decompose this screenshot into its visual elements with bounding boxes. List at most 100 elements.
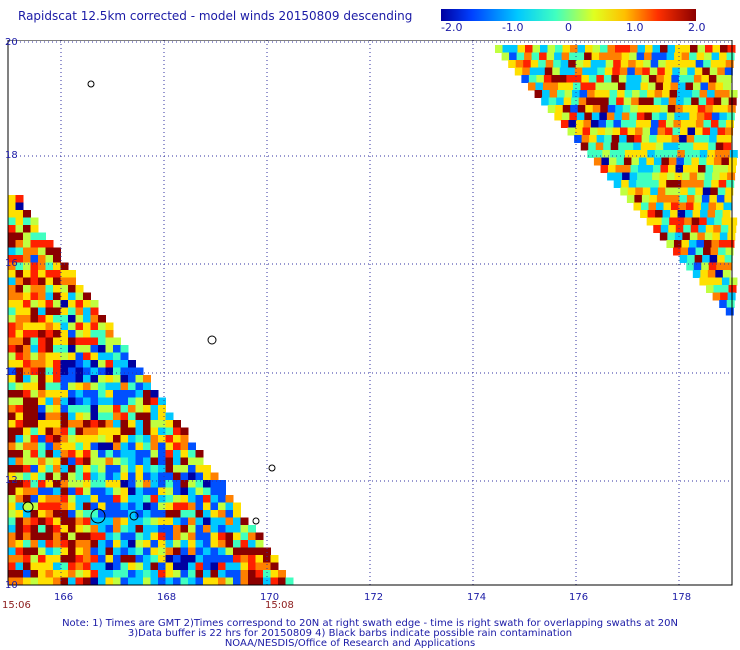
swath-cell — [665, 60, 674, 68]
swath-cell — [15, 420, 24, 428]
swath-cell — [647, 150, 656, 158]
swath-cell — [23, 525, 31, 533]
swath-cell — [573, 75, 582, 83]
swath-cell — [628, 60, 637, 68]
swath-cell — [60, 465, 69, 473]
island-outline — [129, 511, 139, 521]
swath-cell — [38, 465, 46, 473]
swath-cell — [660, 45, 668, 53]
swath-cell — [619, 135, 628, 143]
swath-cell — [23, 367, 31, 376]
swath-cell — [68, 547, 76, 556]
swath-cell — [591, 52, 600, 61]
swath-cell — [143, 540, 151, 548]
swath-cell — [233, 540, 241, 548]
swath-cell — [724, 135, 733, 143]
swath-cell — [638, 165, 647, 173]
swath-cell — [143, 532, 151, 541]
swath-cell — [713, 165, 722, 173]
swath-cell — [653, 97, 662, 106]
swath-cell — [650, 60, 659, 68]
swath-cell — [23, 375, 31, 383]
swath-cell — [225, 510, 234, 518]
swath-cell — [30, 307, 39, 316]
swath-cell — [105, 517, 114, 526]
swath-cell — [685, 82, 694, 91]
swath-cell — [659, 172, 668, 181]
swath-cell — [203, 472, 211, 481]
swath-cell — [699, 217, 708, 226]
swath-cell — [83, 442, 91, 451]
swath-cell — [649, 67, 658, 76]
swath-cell — [105, 480, 114, 488]
swath-cell — [657, 187, 666, 196]
swath-cell — [728, 97, 737, 106]
swath-cell — [105, 495, 114, 503]
swath-cell — [90, 405, 99, 413]
swath-cell — [593, 157, 602, 166]
swath-cell — [173, 525, 181, 533]
swath-cell — [45, 247, 54, 256]
swath-cell — [165, 540, 174, 548]
swath-cell — [658, 180, 667, 188]
swath-cell — [15, 195, 24, 203]
swath-cell — [30, 360, 39, 368]
swath-cell — [128, 367, 136, 376]
swath-cell — [592, 45, 601, 53]
swath-cell — [611, 75, 620, 83]
swath-cell — [38, 577, 46, 586]
swath-cell — [15, 517, 24, 526]
swath-cell — [720, 165, 729, 173]
swath-cell — [661, 157, 670, 166]
swath-cell — [567, 67, 576, 76]
swath-cell — [8, 292, 16, 301]
swath-cell — [8, 382, 16, 391]
swath-cell — [8, 555, 16, 563]
swath-cell — [45, 487, 54, 496]
swath-cell — [683, 97, 692, 106]
swath-cell — [699, 150, 708, 158]
swath-cell — [685, 202, 694, 211]
swath-cell — [627, 127, 636, 136]
swath-cell — [38, 532, 46, 541]
swath-cell — [680, 60, 689, 68]
swath-cell — [188, 510, 196, 518]
swath-cell — [173, 555, 181, 563]
swath-cell — [165, 510, 174, 518]
swath-cell — [640, 210, 649, 218]
swath-cell — [165, 495, 174, 503]
swath-cell — [615, 45, 623, 53]
swath-cell — [508, 60, 517, 68]
swath-cell — [210, 502, 219, 511]
swath-cell — [718, 240, 727, 248]
swath-cell — [30, 487, 39, 496]
swath-cell — [634, 67, 643, 76]
swath-cell — [60, 547, 69, 556]
swath-cell — [45, 465, 54, 473]
colorbar-label: -2.0 — [441, 21, 463, 34]
swath-cell — [150, 465, 159, 473]
swath-cell — [68, 577, 76, 586]
swath-cell — [669, 150, 678, 158]
swath-cell — [23, 330, 31, 338]
swath-cell — [158, 532, 166, 541]
wind-swath-cells — [8, 45, 738, 586]
swath-cell — [695, 127, 704, 136]
swath-cell — [83, 405, 91, 413]
swath-cell — [143, 555, 151, 563]
swath-cell — [105, 367, 114, 376]
swath-cell — [60, 375, 69, 383]
swath-cell — [45, 240, 54, 248]
swath-cell — [203, 555, 211, 563]
swath-cell — [38, 285, 46, 293]
swath-cell — [674, 112, 683, 121]
swath-cell — [165, 450, 174, 458]
swath-cell — [53, 322, 61, 331]
swath-cell — [527, 82, 536, 91]
swath-cell — [120, 555, 129, 563]
swath-cell — [105, 472, 114, 481]
swath-cell — [90, 322, 99, 331]
swath-cell — [707, 90, 716, 98]
swath-cell — [634, 195, 643, 203]
x-axis-label: 174 — [467, 592, 487, 603]
